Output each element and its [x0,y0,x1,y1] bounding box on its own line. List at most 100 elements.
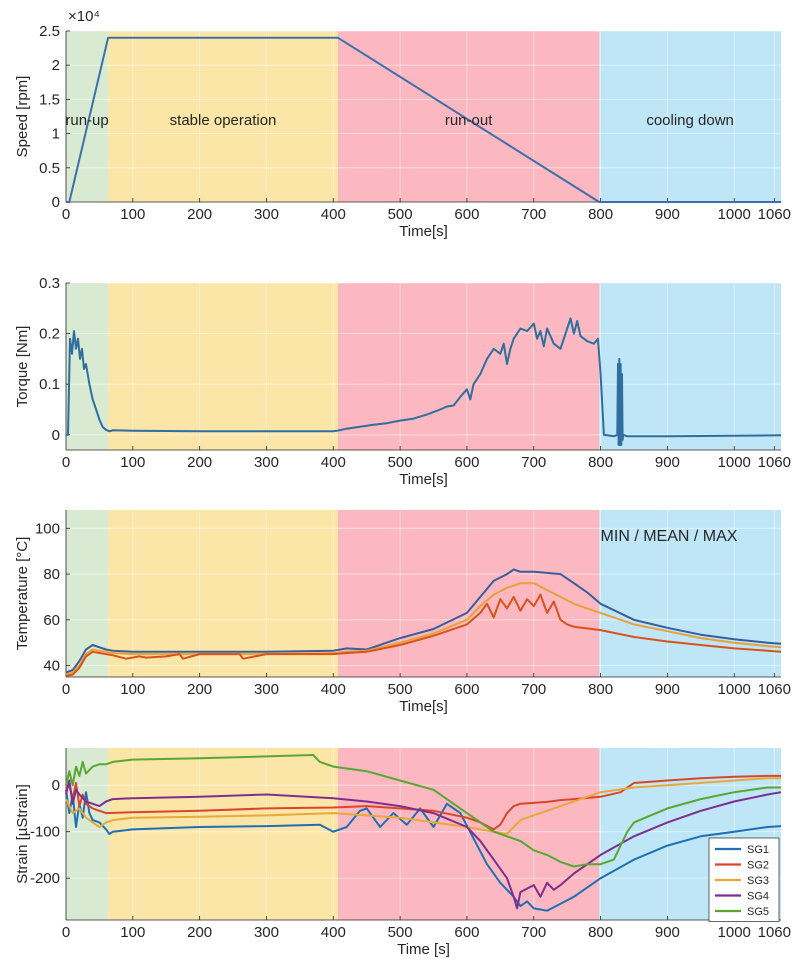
temperature-ytick-label: 80 [43,566,60,583]
temperature-panel: 100 200 300 400 500 600 700 800 900 1000 1060 040 60… [14,510,791,715]
temperature-phase-band-stable-operation [108,510,338,677]
temperature-xtick-label: 200 [187,681,212,698]
speed-exponent-label: ×10⁴ [68,8,100,25]
strain-ytick-label: -200 [30,870,60,887]
torque-xlabel: Time[s] [399,471,448,488]
temperature-series-mean [65,582,782,676]
temperature-xtick-label: 600 [454,681,479,698]
torque-xtick-label-origin: 0 [62,454,70,471]
torque-phase-band-run-out [337,283,600,450]
speed-phase-band-stable-operation [108,31,338,202]
strain-xtick-label: 700 [521,924,546,941]
strain-series-sg5 [65,754,781,868]
legend-label-sg4: SG4 [747,891,769,903]
strain-xtick-label: 600 [454,924,479,941]
speed-xtick-label: 900 [655,206,680,223]
strain-xtick-label: 500 [388,924,413,941]
torque-ytick-label: 0.1 [39,376,60,393]
torque-xtick-label: 300 [254,454,279,471]
speed-xtick-label: 800 [588,206,613,223]
temperature-xtick-label: 1060 [758,681,791,698]
strain-phase-band-run-up [66,748,109,920]
torque-xtick-label: 100 [120,454,145,471]
temperature-xtick-label: 900 [655,681,680,698]
speed-ytick-label: 0 [52,194,60,211]
temperature-xtick-label: 1000 [718,681,751,698]
temperature-series-min [65,593,782,677]
speed-phase-band-run-up [66,31,109,202]
phase-label-run-up: run-up [65,112,108,129]
temperature-ytick-label: 40 [43,658,60,675]
temperature-xtick-label: 100 [120,681,145,698]
strain-xtick-label-origin: 0 [62,924,70,941]
speed-panel: 100 200 300 400 500 600 700 800 900 1000 1060 00 0.5… [14,8,791,240]
torque-xtick-label: 1000 [718,454,751,471]
speed-xtick-label: 1000 [718,206,751,223]
temperature-ylabel: Temperature [°C] [14,537,31,651]
speed-ytick-label: 2 [52,57,60,74]
temperature-annotation: MIN / MEAN / MAX [601,528,738,545]
strain-panel: 100 200 300 400 500 600 700 800 900 1000 1060 0 -200… [14,748,791,958]
legend-label-sg3: SG3 [747,875,769,887]
strain-xtick-label: 200 [187,924,212,941]
strain-phase-band-run-out [337,748,600,920]
torque-phase-band-stable-operation [108,283,338,450]
torque-xtick-label: 700 [521,454,546,471]
phase-label-run-out: run-out [445,112,493,129]
strain-series-sg1 [65,789,782,912]
torque-phase-band-cooling-down [599,283,781,450]
speed-ytick-label: 1 [52,126,60,143]
strain-ylabel: Strain [µStrain] [14,784,31,884]
strain-ytick-label: -100 [30,824,60,841]
temperature-xtick-label: 300 [254,681,279,698]
strain-xtick-label: 400 [321,924,346,941]
torque-series-torque [66,317,782,446]
torque-xtick-label: 1060 [758,454,791,471]
speed-series-speed [66,36,781,203]
speed-xtick-label: 600 [454,206,479,223]
legend-label-sg2: SG2 [747,860,769,872]
temperature-xtick-label: 800 [588,681,613,698]
legend-label-sg1: SG1 [747,844,769,856]
phase-label-stable-operation: stable operation [170,112,277,129]
speed-ytick-label: 2.5 [39,23,60,40]
speed-xtick-label: 1060 [758,206,791,223]
speed-ylabel: Speed [rpm] [14,76,31,158]
strain-ytick-label: 0 [52,777,60,794]
speed-xtick-label: 300 [254,206,279,223]
strain-phase-band-stable-operation [108,748,338,920]
strain-legend: SG1 SG2 SG3 SG4 SG5 [708,837,780,922]
torque-xtick-label: 400 [321,454,346,471]
torque-ytick-label: 0.3 [39,275,60,292]
speed-xtick-label-origin: 0 [62,206,70,223]
temperature-ytick-label: 100 [35,520,60,537]
speed-xtick-label: 200 [187,206,212,223]
torque-xtick-label: 200 [187,454,212,471]
speed-xtick-label: 700 [521,206,546,223]
torque-ytick-label: 0 [52,427,60,444]
strain-xtick-label: 1000 [718,924,751,941]
torque-xtick-label: 800 [588,454,613,471]
speed-xtick-label: 400 [321,206,346,223]
strain-xtick-label: 1060 [758,924,791,941]
legend-label-sg5: SG5 [747,906,769,918]
speed-xlabel: Time[s] [399,223,448,240]
torque-ytick-label: 0.2 [39,326,60,343]
temperature-xtick-label: 500 [388,681,413,698]
speed-phase-band-cooling-down [599,31,781,202]
temperature-xtick-label: 400 [321,681,346,698]
strain-series-sg4 [65,779,782,910]
speed-ytick-label: 1.5 [39,91,60,108]
temperature-phase-band-run-out [337,510,600,677]
strain-xtick-label: 900 [655,924,680,941]
phase-label-cooling-down: cooling down [646,112,734,129]
strain-xlabel: Time [s] [397,941,450,958]
strain-xtick-label: 300 [254,924,279,941]
temperature-xlabel: Time[s] [399,698,448,715]
temperature-xtick-label: 700 [521,681,546,698]
temperature-ytick-label: 60 [43,612,60,629]
speed-xtick-label: 100 [120,206,145,223]
temperature-xtick-label-origin: 0 [62,681,70,698]
speed-ytick-label: 0.5 [39,160,60,177]
